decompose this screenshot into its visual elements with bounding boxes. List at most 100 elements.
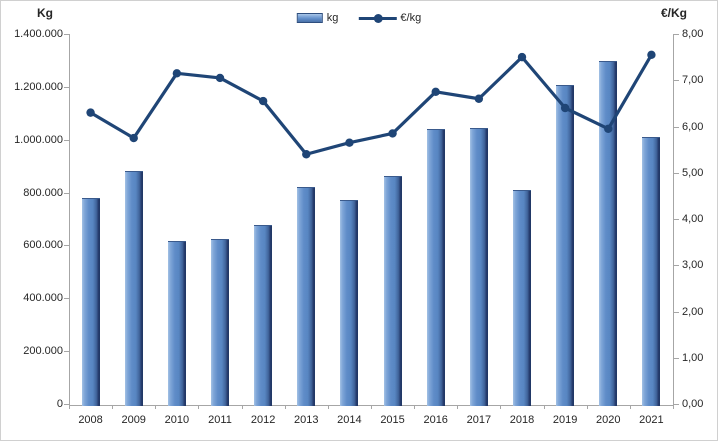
x-axis-category-label: 2008 — [78, 414, 103, 426]
price-line-swatch-icon — [358, 13, 397, 23]
kg-bar — [599, 61, 618, 406]
price-line-marker — [431, 87, 440, 97]
left-axis-tick — [64, 404, 69, 405]
kg-bar — [513, 189, 531, 406]
right-axis-tick — [674, 357, 679, 359]
x-axis-category-label: 2021 — [639, 414, 664, 426]
x-axis-tick — [112, 405, 114, 409]
legend-label-kg: kg — [326, 12, 339, 24]
x-axis-tick — [371, 405, 372, 409]
x-axis-category-label: 2011 — [208, 414, 232, 426]
x-axis-category-label: 2012 — [250, 414, 276, 426]
right-axis-tick-label: 8,00 — [682, 28, 704, 40]
left-axis-tick-label: 400.000 — [23, 292, 63, 305]
price-line-marker — [388, 129, 397, 138]
x-axis-tick — [69, 405, 70, 409]
price-line-marker — [215, 73, 225, 83]
left-axis-tick — [64, 86, 69, 88]
kg-bar — [297, 186, 316, 406]
right-axis-tick-label: 0,00 — [682, 398, 704, 410]
price-line-marker — [474, 94, 484, 103]
left-axis-tick — [64, 139, 69, 141]
kg-bar-swatch-icon — [296, 13, 323, 23]
price-line-marker — [86, 108, 95, 117]
kg-bar — [383, 176, 402, 406]
right-axis-title: €/Kg — [661, 6, 688, 20]
x-axis-category-label: 2014 — [337, 414, 362, 426]
price-line-marker — [302, 150, 311, 159]
right-axis-tick — [674, 80, 679, 82]
x-axis-tick — [284, 405, 286, 409]
right-axis-tick — [674, 219, 679, 220]
right-axis-tick-label: 4,00 — [682, 213, 704, 225]
left-axis-tick-label: 600.000 — [23, 239, 63, 252]
x-axis-category-label: 2013 — [294, 414, 319, 426]
left-axis-line — [69, 34, 70, 405]
right-axis-tick — [674, 34, 679, 35]
kg-bar — [167, 241, 186, 406]
left-axis-tick-label: 1.200.000 — [14, 80, 63, 93]
right-axis-tick-label: 5,00 — [682, 166, 704, 179]
price-line-marker — [647, 50, 656, 60]
x-axis-tick — [500, 405, 502, 409]
kg-bar — [211, 238, 229, 406]
kg-bar — [426, 128, 445, 406]
left-axis-tick-label: 200.000 — [23, 345, 63, 358]
left-axis-tick-label: 0 — [56, 398, 63, 410]
kg-bar — [556, 85, 575, 406]
x-axis-tick — [241, 405, 243, 409]
x-axis-tick — [543, 405, 545, 409]
x-axis-category-label: 2015 — [380, 414, 405, 426]
price-line-marker — [258, 96, 268, 106]
kg-bar — [469, 127, 488, 406]
left-axis-tick-label: 1.000.000 — [14, 133, 63, 146]
price-line-marker — [172, 69, 182, 78]
left-axis-title: Kg — [37, 6, 53, 20]
kg-bar — [124, 171, 143, 406]
right-axis-tick-label: 3,00 — [682, 259, 704, 272]
chart-legend: kg €/kg — [296, 12, 421, 24]
right-axis-line — [673, 34, 674, 405]
x-axis-category-label: 2019 — [552, 414, 578, 426]
left-axis-tick — [64, 298, 69, 300]
left-axis-tick — [64, 245, 69, 247]
right-axis-tick — [674, 172, 679, 174]
x-axis-tick — [327, 405, 329, 409]
price-line-marker — [517, 52, 527, 62]
legend-label-price: €/kg — [400, 12, 422, 24]
x-axis-category-label: 2016 — [423, 414, 448, 426]
kg-bar — [254, 225, 273, 406]
kg-bar — [340, 200, 359, 406]
x-axis-category-label: 2017 — [466, 414, 492, 426]
x-axis-category-label: 2018 — [509, 414, 535, 426]
kg-bar — [642, 136, 661, 406]
right-axis-tick-label: 7,00 — [682, 74, 704, 87]
left-axis-tick — [64, 34, 69, 35]
x-axis-tick — [155, 405, 157, 409]
x-axis-tick — [198, 405, 200, 409]
x-axis-tick — [673, 405, 674, 409]
left-axis-tick — [64, 192, 69, 194]
x-axis-tick — [629, 405, 631, 409]
price-line-marker — [345, 138, 354, 147]
right-axis-tick — [674, 126, 679, 128]
right-axis-tick-label: 1,00 — [682, 351, 704, 364]
left-axis-tick — [64, 351, 69, 353]
x-axis-category-label: 2020 — [596, 414, 621, 426]
x-axis-tick — [457, 405, 459, 409]
legend-item-kg: kg — [296, 12, 339, 24]
right-axis-tick — [674, 404, 679, 405]
left-axis-tick-label: 800.000 — [23, 186, 63, 199]
right-axis-tick-label: 6,00 — [682, 120, 704, 133]
x-axis-tick — [414, 405, 416, 409]
x-axis-category-label: 2010 — [164, 414, 190, 426]
x-axis-tick — [586, 405, 588, 409]
right-axis-tick — [674, 265, 679, 267]
legend-item-price: €/kg — [358, 12, 421, 24]
kg-bar — [81, 197, 100, 406]
x-axis-category-label: 2009 — [121, 414, 146, 426]
price-line-marker — [129, 133, 138, 143]
right-axis-tick-label: 2,00 — [682, 305, 704, 318]
left-axis-tick-label: 1.400.000 — [14, 28, 63, 40]
